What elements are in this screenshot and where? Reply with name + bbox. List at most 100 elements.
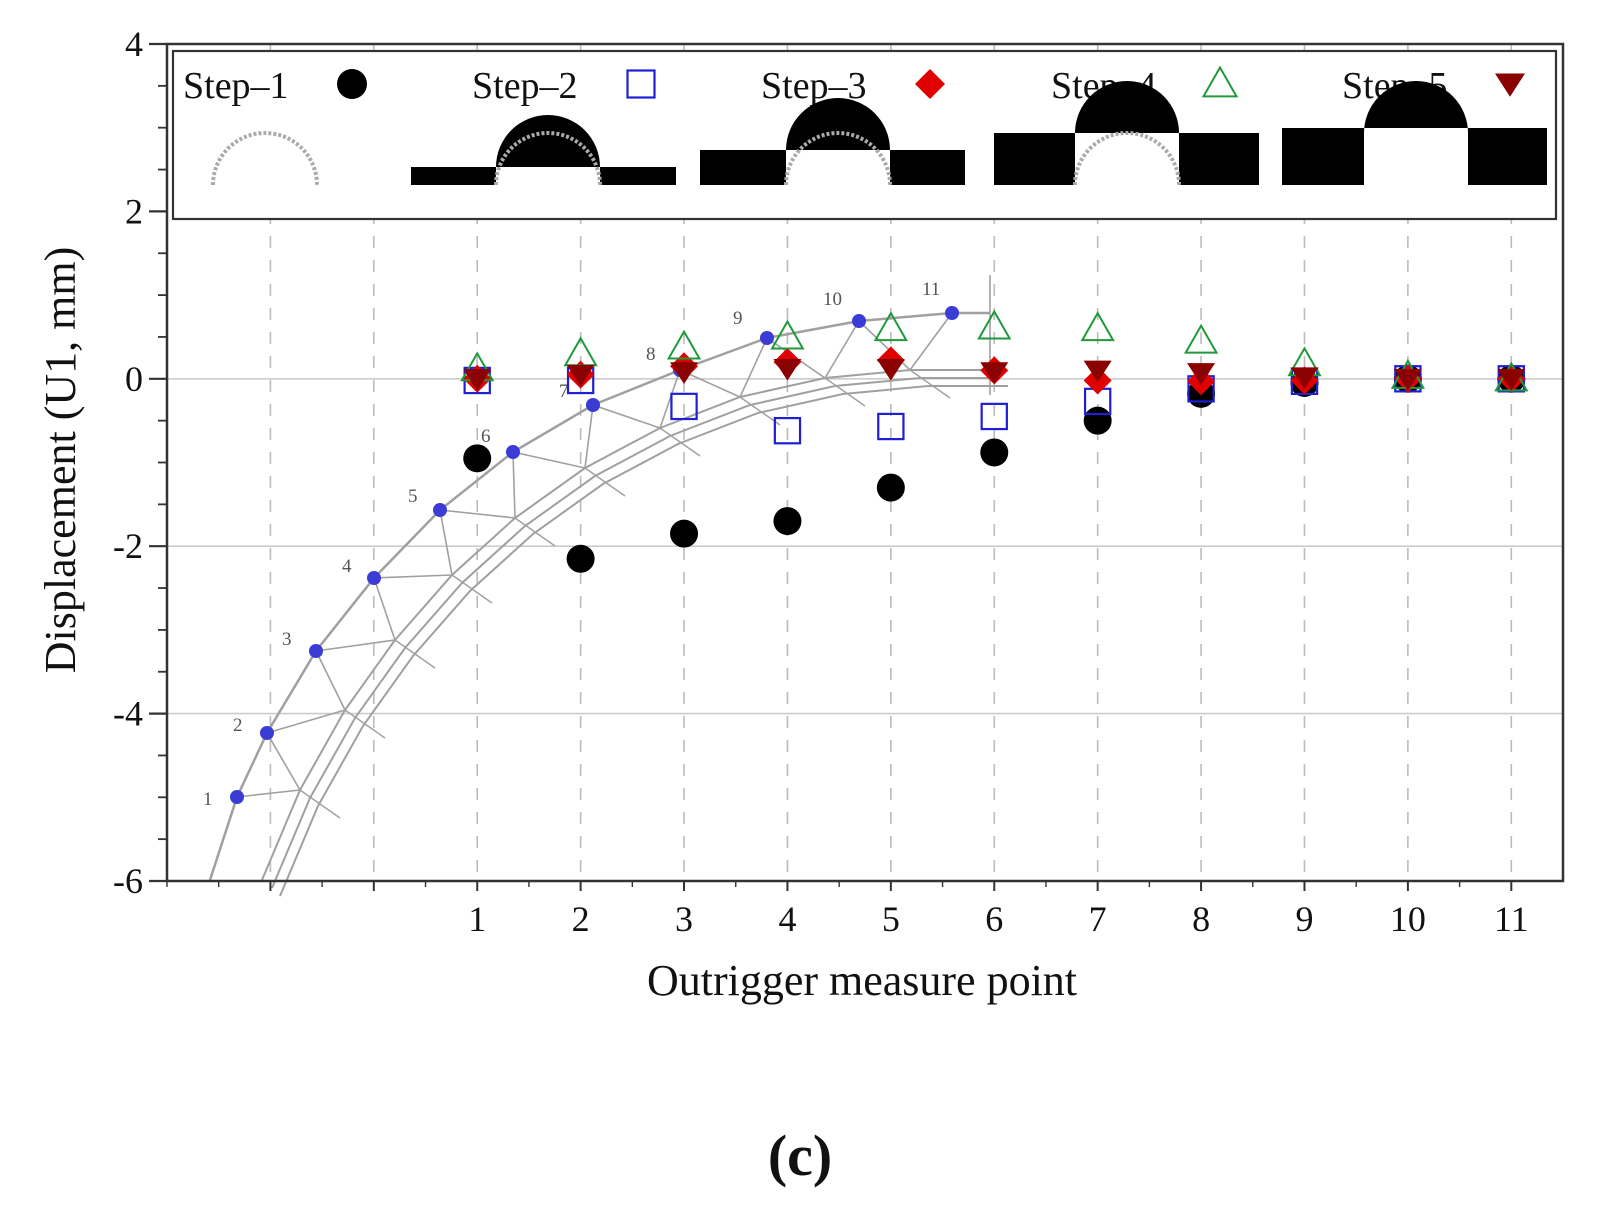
anchor-bolt <box>909 369 951 399</box>
data-point <box>670 362 699 385</box>
outrigger-node-label: 8 <box>646 344 656 365</box>
outrigger-node-label: 7 <box>559 381 569 402</box>
data-point <box>977 309 1012 340</box>
y-tick-label: -2 <box>113 526 143 566</box>
outrigger-node <box>945 306 959 320</box>
data-point <box>1083 360 1112 383</box>
data-point <box>666 329 702 360</box>
x-axis-title: Outrigger measure point <box>647 956 1077 1005</box>
axes: 4 2 0 -2 -4 -6 1 2 3 4 5 6 7 8 9 10 11 <box>113 24 1565 939</box>
x-tick-label: 5 <box>882 899 900 939</box>
legend-label: Step–1 <box>183 65 289 107</box>
y-tick-label: 0 <box>125 359 143 399</box>
x-tick-label: 11 <box>1494 899 1529 939</box>
x-tick-label: 1 <box>468 899 486 939</box>
outrigger-node <box>367 571 381 585</box>
legend-marker <box>337 69 367 99</box>
data-point <box>566 364 595 387</box>
outrigger-node <box>309 644 323 658</box>
x-tick-label: 8 <box>1192 899 1210 939</box>
x-tick-label: 6 <box>985 899 1003 939</box>
truss-member <box>592 404 661 429</box>
truss-member <box>512 451 516 519</box>
anchor-bolt <box>659 427 701 457</box>
y-tick-label: -4 <box>113 694 143 734</box>
y-tick-label: 4 <box>125 24 143 64</box>
data-point <box>1183 323 1219 354</box>
data-point <box>1083 406 1112 435</box>
outrigger-node <box>260 726 274 740</box>
legend-marker <box>626 69 656 99</box>
soil-block <box>700 98 965 185</box>
legend-marker <box>1201 65 1239 98</box>
data-point <box>1187 363 1216 385</box>
tunnel-inner-arc <box>271 377 1000 889</box>
data-point <box>876 473 905 502</box>
outrigger-node-label: 5 <box>408 486 418 507</box>
data-point <box>877 412 905 441</box>
data-point <box>773 416 802 445</box>
tunnel-inner-arc <box>261 369 990 881</box>
x-tick-label: 3 <box>675 899 693 939</box>
data-point <box>566 544 595 573</box>
data-point <box>980 402 1008 431</box>
data-point <box>1290 367 1319 390</box>
outrigger-node-label: 9 <box>733 308 743 329</box>
anchor-bolt <box>824 377 866 407</box>
outrigger-node <box>506 445 520 459</box>
data-point <box>980 438 1009 467</box>
tunnel-outer-arc <box>208 311 990 881</box>
truss-member <box>373 577 396 641</box>
data-point <box>876 358 905 381</box>
lining-arch <box>784 131 892 186</box>
data-point <box>463 444 492 473</box>
truss-member <box>824 320 860 379</box>
tunnel-inner-arc <box>279 385 1008 897</box>
anchor-bolt <box>344 709 386 739</box>
x-tick-label: 10 <box>1390 899 1426 939</box>
x-tick-label: 2 <box>572 899 590 939</box>
anchor-bolt <box>451 574 493 604</box>
data-point <box>670 392 698 421</box>
outrigger-node <box>433 503 447 517</box>
truss-member <box>584 404 594 469</box>
data-point <box>980 362 1009 385</box>
truss-member <box>739 337 768 398</box>
truss-member <box>909 312 953 371</box>
outrigger-node-label: 2 <box>233 715 243 736</box>
outrigger-node-label: 11 <box>922 279 940 300</box>
series-step-1 <box>463 364 1526 573</box>
outrigger-node-label: 1 <box>203 789 213 810</box>
data-point <box>670 519 699 548</box>
data-point <box>1080 311 1115 342</box>
data-marks <box>460 309 1529 573</box>
truss-member <box>373 574 453 579</box>
y-tick-label: 2 <box>125 191 143 231</box>
outrigger-node-label: 6 <box>481 426 491 447</box>
anchor-bolt <box>739 396 781 426</box>
series-step-5 <box>463 358 1526 391</box>
truss-member <box>512 451 586 469</box>
outrigger-node-label: 4 <box>342 556 352 577</box>
tunnel-inset-diagram: 1 2 3 4 5 6 7 8 9 10 11 <box>203 275 1008 897</box>
truss-member <box>315 639 396 652</box>
anchor-bolt <box>584 467 626 497</box>
truss-member <box>266 709 346 734</box>
data-point <box>1393 369 1422 391</box>
y-tick-label: -6 <box>113 861 143 901</box>
data-point <box>773 358 802 381</box>
data-point <box>770 319 805 350</box>
data-point <box>773 507 802 536</box>
truss-member <box>266 732 301 791</box>
lining-arch <box>494 131 602 186</box>
legend-label: Step–2 <box>472 65 578 107</box>
data-point <box>873 311 908 342</box>
grid <box>167 44 1563 881</box>
anchor-bolt <box>514 517 556 547</box>
x-tick-label: 9 <box>1295 899 1313 939</box>
outrigger-node <box>760 331 774 345</box>
anchor-bolt <box>299 789 341 819</box>
truss-member <box>659 369 681 429</box>
